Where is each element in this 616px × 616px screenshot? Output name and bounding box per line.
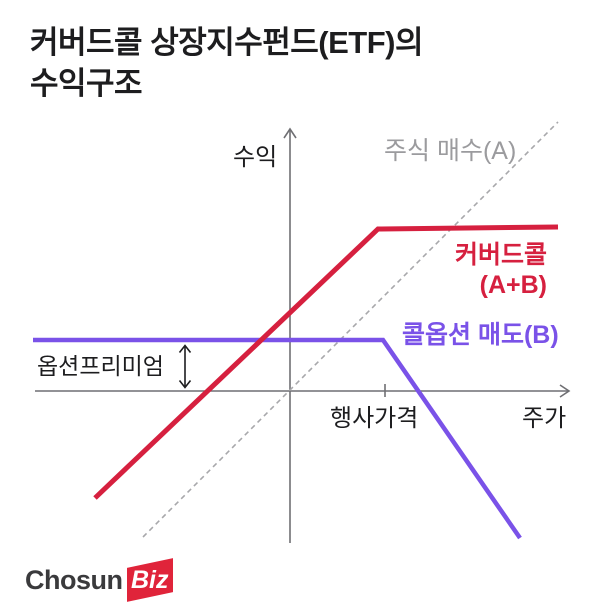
- y-axis-arrowhead: [283, 127, 297, 139]
- covered-call-label-line-2: (A+B): [479, 271, 547, 299]
- covered-call-label: 커버드콜 (A+B): [455, 240, 547, 300]
- covered-call-line: [93, 224, 559, 500]
- logo-biz-text: Biz: [130, 565, 169, 594]
- call-sell-line: [33, 337, 522, 540]
- stock-buy-line: [142, 121, 559, 538]
- stock-buy-label: 주식 매수(A): [384, 137, 517, 165]
- page-title: 커버드콜 상장지수펀드(ETF)의 수익구조: [30, 22, 424, 104]
- title-line-2: 수익구조: [30, 66, 143, 101]
- y-axis-label: 수익: [233, 144, 278, 171]
- logo-chosun-text: Chosun: [25, 565, 123, 595]
- x-axis-arrowhead: [559, 384, 571, 398]
- premium-double-arrow: [178, 344, 192, 389]
- chosunbiz-logo: Chosun Biz: [25, 558, 173, 602]
- covered-call-label-line-1: 커버드콜: [454, 241, 547, 269]
- call-sell-label: 콜옵션 매도(B): [402, 321, 559, 349]
- logo-biz-badge: Biz: [126, 558, 173, 602]
- title-line-1: 커버드콜 상장지수펀드(ETF)의: [30, 25, 424, 60]
- option-premium-label: 옵션프리미엄: [37, 353, 164, 379]
- strike-price-label: 행사가격: [330, 405, 419, 432]
- x-axis-label: 주가: [522, 405, 567, 432]
